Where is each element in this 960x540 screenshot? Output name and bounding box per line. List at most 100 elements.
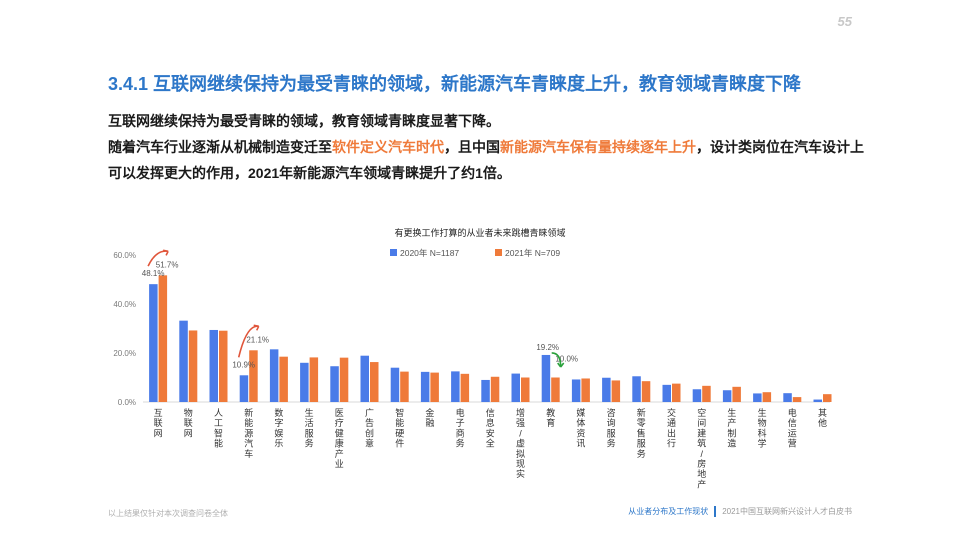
bar-2021: [279, 356, 288, 402]
x-tick-label-char: 服: [637, 439, 646, 449]
x-tick-label-char: 务: [456, 438, 465, 449]
bar-2021: [611, 380, 621, 402]
legend-label-2020: 2020年 N=1187: [400, 248, 459, 258]
bar-2020: [632, 376, 641, 402]
x-tick-label-char: 金: [425, 407, 434, 418]
x-tick-label-char: 营: [788, 438, 797, 449]
bar-2020: [571, 379, 581, 402]
data-label: 10.9%: [232, 360, 255, 369]
x-tick-label-char: 强: [516, 418, 525, 428]
x-tick-label-char: 房: [697, 458, 706, 469]
bar-2021: [702, 385, 711, 402]
legend-label-2021: 2021年 N=709: [505, 248, 560, 258]
trend-arrowhead-up: [162, 249, 169, 256]
x-tick-label-char: 生: [758, 407, 767, 418]
x-tick-label-char: 乐: [274, 438, 283, 449]
bar-2021: [430, 372, 439, 402]
bar-2020: [692, 389, 702, 402]
x-tick-label-char: 出: [667, 427, 676, 438]
x-tick-label-char: 字: [274, 417, 283, 428]
x-tick-label-char: 汽: [244, 438, 253, 449]
x-tick-label-char: 能: [395, 417, 404, 428]
x-tick-label-char: 学: [758, 438, 767, 449]
x-tick-label-char: 告: [365, 417, 374, 428]
x-tick-label-char: 虚: [516, 438, 525, 449]
bar-2021: [792, 397, 802, 402]
bar-2021: [762, 392, 772, 402]
bar-2020: [390, 367, 400, 402]
footer-section-label: 从业者分布及工作现状: [628, 507, 709, 516]
x-tick-label-char: 子: [456, 418, 465, 428]
bar-2021: [460, 373, 470, 402]
highlight-software-defined: 软件定义汽车时代: [332, 139, 444, 155]
x-tick-label-char: 业: [335, 459, 344, 469]
x-tick-label-char: 数: [274, 407, 283, 418]
bar-2021: [490, 376, 500, 402]
x-tick-label-char: 筑: [697, 438, 706, 449]
x-tick-label-char: 服: [305, 428, 314, 438]
paragraph-1: 互联网继续保持为最受青睐的领域，教育领域青睐度显著下降。: [108, 113, 500, 129]
bar-2020: [269, 349, 279, 402]
trend-arrowhead-up: [253, 324, 260, 331]
x-tick-label-char: 康: [335, 438, 344, 449]
x-tick-label-char: 务: [637, 448, 646, 459]
chart-title: 有更换工作打算的从业者未来跳槽青睐领域: [394, 227, 565, 238]
x-tick-label-char: 教: [546, 407, 555, 418]
legend-swatch-2020: [390, 249, 397, 256]
x-tick-label-char: 互: [154, 408, 163, 418]
x-tick-label-char: 息: [486, 417, 495, 428]
bar-2021: [370, 362, 379, 402]
highlight-nev-ownership: 新能源汽车保有量持续逐年上升: [500, 139, 696, 155]
x-tick-label-char: 造: [727, 438, 736, 449]
data-label: 51.7%: [156, 260, 179, 269]
x-tick-label-char: 产: [335, 448, 344, 459]
x-tick-label-char: 资: [576, 428, 585, 438]
x-tick-label-char: 件: [395, 438, 404, 449]
section-title: 3.4.1 互联网继续保持为最受青睐的领域，新能源汽车青睐度上升，教育领域青睐度…: [108, 74, 802, 94]
x-tick-label-char: 运: [788, 428, 797, 438]
bar-2020: [813, 399, 822, 402]
data-label: 10.0%: [555, 355, 578, 364]
x-tick-label-char: 广: [365, 407, 374, 418]
bar-2021: [188, 330, 198, 402]
x-tick-label-char: 媒: [576, 408, 585, 418]
bar-2021: [339, 357, 349, 402]
x-tick-label-char: 新: [244, 407, 253, 418]
x-tick-label-char: 间: [697, 417, 706, 428]
bar-2020: [541, 354, 551, 402]
x-tick-label-char: 工: [214, 418, 223, 428]
x-tick-label-char: 疗: [335, 417, 344, 428]
x-tick-label-char: 融: [425, 418, 434, 428]
x-tick-label-char: 产: [727, 417, 736, 428]
footer-divider: [714, 506, 717, 517]
x-tick-label-char: 硬: [395, 428, 404, 438]
trend-arrow-down: [551, 352, 562, 367]
x-tick-label-char: 咨: [607, 407, 616, 418]
data-label: 48.1%: [142, 269, 165, 278]
bar-2020: [149, 284, 158, 402]
bar-2020: [300, 362, 309, 402]
x-tick-label-char: 意: [365, 438, 374, 449]
bar-2021: [823, 394, 832, 402]
x-tick-label-char: 源: [244, 428, 253, 438]
bar-2020: [602, 377, 611, 402]
x-tick-label-char: 现: [516, 459, 525, 469]
bar-2020: [783, 393, 792, 402]
bar-2021: [672, 383, 681, 402]
x-tick-label-char: 体: [576, 417, 585, 428]
x-tick-label-char: 安: [486, 427, 495, 438]
legend-swatch-2021: [495, 249, 502, 256]
x-tick-label-char: /: [700, 449, 703, 459]
y-tick-label: 20.0%: [113, 349, 136, 358]
p2-text-b: ，且中国: [444, 139, 500, 155]
body-text: 互联网继续保持为最受青睐的领域，教育领域青睐度显著下降。 随着汽车行业逐渐从机械…: [108, 108, 868, 186]
bar-2020: [511, 373, 520, 402]
x-tick-label-char: 制: [727, 427, 736, 438]
data-label: 21.1%: [246, 335, 269, 344]
x-tick-label-char: 实: [516, 468, 525, 479]
bar-2021: [732, 386, 741, 402]
x-tick-label-char: 电: [456, 407, 465, 418]
x-tick-label-char: 交: [667, 407, 676, 418]
bar-2020: [360, 355, 369, 402]
bar-2020: [330, 366, 339, 402]
